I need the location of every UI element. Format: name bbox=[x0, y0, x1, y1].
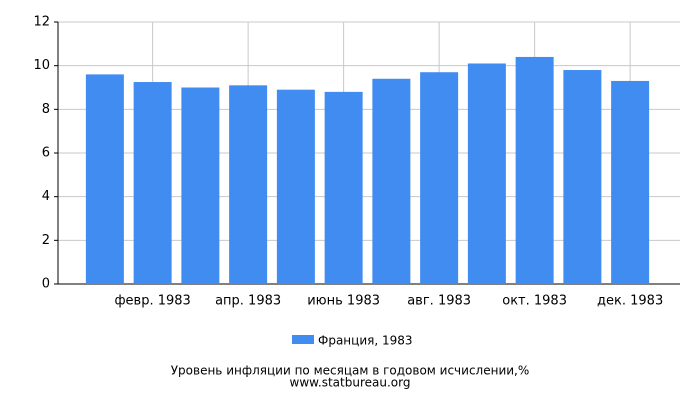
chart-title: Уровень инфляции по месяцам в годовом ис… bbox=[171, 364, 530, 378]
x-tick-label: дек. 1983 bbox=[597, 294, 663, 309]
x-tick-label: июнь 1983 bbox=[307, 294, 380, 309]
x-tick-label: февр. 1983 bbox=[114, 294, 190, 309]
y-tick-label: 12 bbox=[33, 15, 50, 30]
legend-label: Франция, 1983 bbox=[318, 334, 413, 348]
bar bbox=[515, 56, 554, 284]
bar bbox=[611, 80, 650, 284]
source: www.statbureau.org bbox=[290, 376, 411, 390]
bar bbox=[276, 89, 315, 284]
bar bbox=[467, 63, 506, 284]
bar bbox=[181, 87, 220, 284]
y-tick-label: 6 bbox=[42, 146, 50, 161]
bar bbox=[420, 72, 459, 284]
x-tick-label: авг. 1983 bbox=[407, 294, 471, 309]
x-tick-label: окт. 1983 bbox=[502, 294, 567, 309]
bar bbox=[133, 82, 172, 285]
bar bbox=[85, 74, 124, 285]
bar bbox=[563, 70, 602, 285]
bar bbox=[229, 85, 268, 284]
y-tick-label: 10 bbox=[33, 58, 50, 73]
y-tick-label: 8 bbox=[42, 102, 50, 117]
legend-swatch bbox=[292, 335, 314, 344]
y-tick-label: 4 bbox=[42, 189, 50, 204]
bar bbox=[324, 91, 363, 284]
y-tick-label: 2 bbox=[42, 233, 50, 248]
x-tick-label: апр. 1983 bbox=[215, 294, 281, 309]
bar bbox=[372, 78, 411, 285]
y-tick-label: 0 bbox=[42, 277, 50, 292]
